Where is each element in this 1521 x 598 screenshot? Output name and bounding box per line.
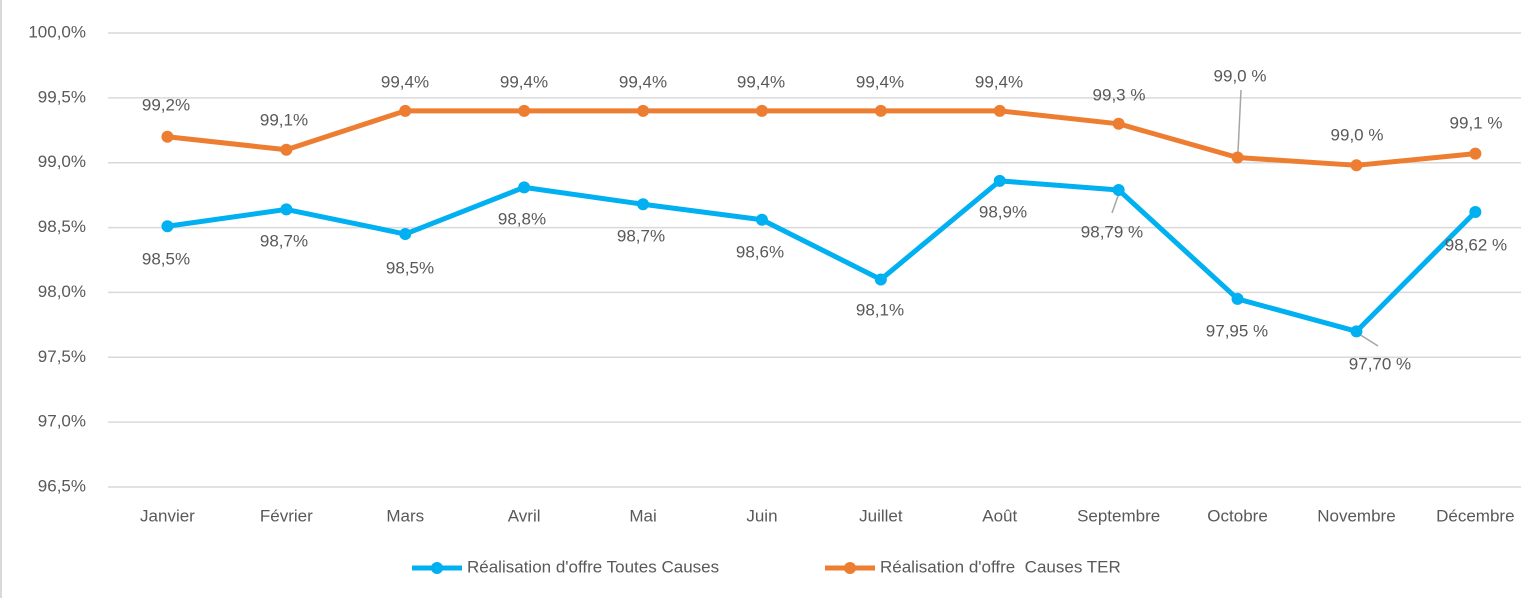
series-line (167, 108, 1476, 168)
x-tick-label: Décembre (1436, 506, 1514, 525)
data-label: 98,7% (260, 231, 308, 250)
legend-marker (844, 562, 856, 574)
point (637, 104, 650, 117)
data-label: 98,5% (386, 258, 434, 277)
x-tick-label: Août (982, 506, 1017, 525)
data-label: 98,6% (736, 242, 784, 261)
point (993, 104, 1006, 117)
point (161, 130, 174, 143)
point (518, 104, 531, 117)
data-label: 98,7% (617, 226, 665, 245)
point (399, 104, 412, 117)
data-label: 99,1 % (1450, 113, 1503, 132)
data-label: 99,0 % (1214, 66, 1267, 85)
x-tick-label: Février (260, 506, 313, 525)
series-line (167, 178, 1478, 334)
data-label: 99,4% (737, 72, 785, 91)
legend-marker (431, 562, 443, 574)
point (399, 228, 412, 241)
legend-label: Réalisation d'offre Causes TER (880, 557, 1121, 576)
data-label: 98,62 % (1445, 235, 1507, 254)
x-tick-label: Avril (508, 506, 541, 525)
point (874, 104, 887, 117)
data-label: 99,1% (260, 110, 308, 129)
y-tick-label: 98,0% (38, 282, 86, 301)
leader-line (1237, 89, 1242, 153)
data-label: 99,3 % (1093, 85, 1146, 104)
y-tick-label: 98,5% (38, 217, 86, 236)
point (1350, 159, 1363, 172)
data-label: 98,9% (979, 202, 1027, 221)
point (1469, 206, 1482, 219)
point (1350, 325, 1363, 338)
point (280, 203, 293, 216)
x-tick-label: Janvier (140, 506, 195, 525)
leader-line (1111, 195, 1119, 214)
y-tick-label: 99,5% (38, 87, 86, 106)
y-tick-label: 99,0% (38, 152, 86, 171)
point (993, 174, 1006, 187)
point (280, 143, 293, 156)
point (637, 198, 650, 211)
point (755, 104, 768, 117)
data-label: 97,70 % (1349, 354, 1411, 373)
x-tick-label: Octobre (1207, 506, 1267, 525)
data-label: 99,4% (619, 72, 667, 91)
data-label: 99,0 % (1331, 125, 1384, 144)
x-tick-label: Mars (386, 506, 424, 525)
data-label: 98,1% (856, 300, 904, 319)
point (518, 181, 531, 194)
point (1112, 117, 1125, 130)
point (1112, 183, 1125, 196)
data-label: 98,79 % (1081, 222, 1143, 241)
point (755, 213, 768, 226)
data-label: 99,4% (500, 72, 548, 91)
x-tick-label: Mai (629, 506, 656, 525)
data-label: 99,2% (142, 95, 190, 114)
x-tick-label: Juin (746, 506, 777, 525)
legend-label: Réalisation d'offre Toutes Causes (467, 557, 719, 576)
point (874, 273, 887, 286)
data-label: 98,8% (498, 209, 546, 228)
y-tick-label: 97,0% (38, 412, 86, 431)
data-label: 99,4% (381, 72, 429, 91)
y-tick-label: 97,5% (38, 347, 86, 366)
x-tick-label: Septembre (1077, 506, 1160, 525)
point (1231, 151, 1244, 164)
data-label: 97,95 % (1206, 321, 1268, 340)
x-tick-label: Juillet (859, 506, 903, 525)
data-label: 99,4% (856, 72, 904, 91)
point (1231, 292, 1244, 305)
point (161, 220, 174, 233)
y-tick-label: 100,0% (28, 22, 86, 41)
point (1469, 147, 1482, 160)
data-label: 98,5% (142, 249, 190, 268)
leader-line (1358, 333, 1379, 347)
data-label: 99,4% (975, 72, 1023, 91)
x-tick-label: Novembre (1317, 506, 1395, 525)
y-tick-label: 96,5% (38, 476, 86, 495)
